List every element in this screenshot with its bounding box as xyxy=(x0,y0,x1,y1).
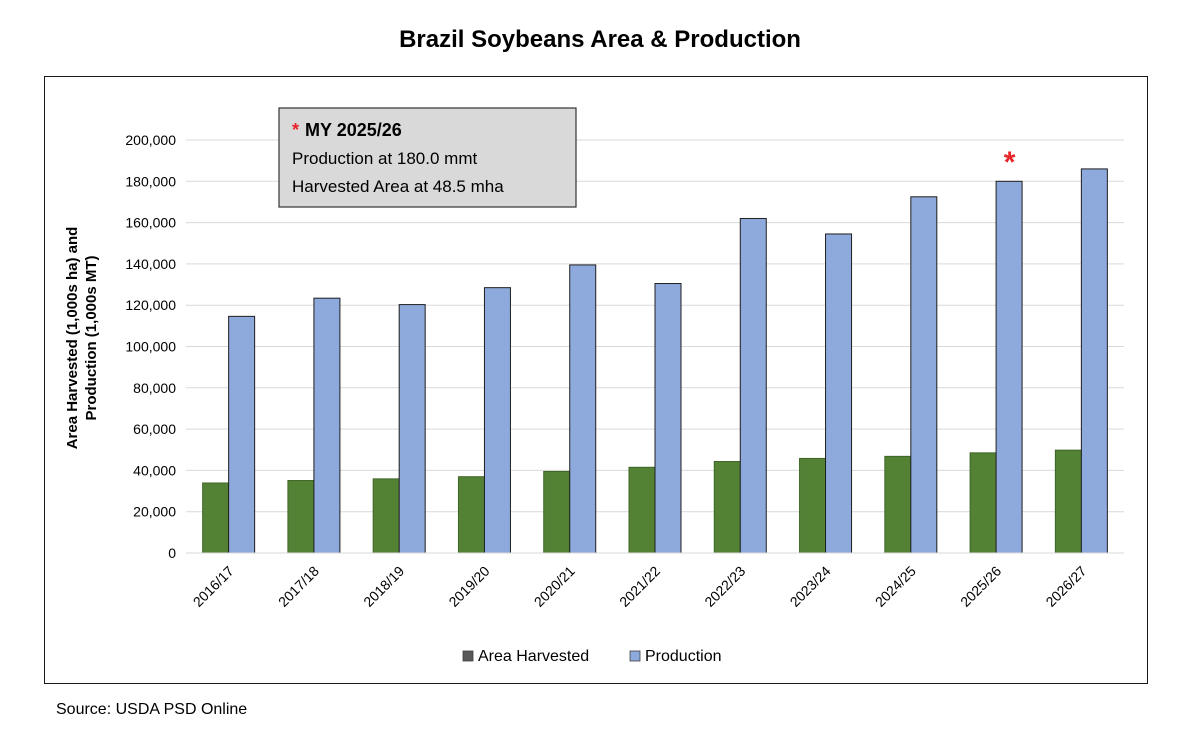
y-tick-label: 80,000 xyxy=(133,380,176,396)
bar-area-harvested xyxy=(884,455,912,554)
legend-label: Area Harvested xyxy=(478,648,589,665)
bar-area-harvested xyxy=(713,461,741,554)
y-tick-label: 120,000 xyxy=(125,297,176,313)
x-tick-labels: 2016/17 2017/18 2018/19 2019/20 2020/21 2021/… xyxy=(190,563,1090,610)
bar-production xyxy=(739,217,767,554)
legend-swatch xyxy=(629,650,641,662)
source-note: Source: USDA PSD Online xyxy=(56,701,248,718)
bar-area-harvested xyxy=(543,470,571,554)
y-tick-label: 20,000 xyxy=(133,504,176,520)
legend: Area Harvested Production xyxy=(462,648,722,665)
x-tick-label: 2021/22 xyxy=(616,563,663,610)
y-tick-label: 60,000 xyxy=(133,421,176,437)
y-tick-label: 100,000 xyxy=(125,339,176,355)
bar-area-harvested xyxy=(287,480,315,554)
annotation-asterisk: * xyxy=(292,120,299,140)
x-tick-label: 2018/19 xyxy=(360,563,407,610)
x-tick-label: 2017/18 xyxy=(275,563,322,610)
bar-production xyxy=(483,287,511,554)
chart-title: Brazil Soybeans Area & Production xyxy=(399,26,801,53)
bar-production xyxy=(228,315,256,554)
bar-area-harvested xyxy=(799,457,827,554)
annotation-line1: Production at 180.0 mmt xyxy=(292,149,477,168)
bar-production xyxy=(910,196,938,554)
bar-area-harvested xyxy=(969,452,997,554)
x-tick-label: 2026/27 xyxy=(1042,563,1089,610)
annotation-line2: Harvested Area at 48.5 mha xyxy=(292,177,504,196)
x-tick-label: 2025/26 xyxy=(957,563,1004,610)
x-tick-label: 2023/24 xyxy=(787,563,834,610)
bar-production xyxy=(313,297,341,554)
bar-production xyxy=(1080,168,1108,554)
x-tick-label: 2019/20 xyxy=(445,563,492,610)
annotation-heading: MY 2025/26 xyxy=(305,120,402,140)
bar-production xyxy=(995,180,1023,554)
x-tick-label: 2016/17 xyxy=(190,563,237,610)
legend-swatch xyxy=(462,650,474,662)
bar-area-harvested xyxy=(372,478,400,554)
y-tick-label: 40,000 xyxy=(133,462,176,478)
bar-area-harvested xyxy=(457,476,485,554)
highlight-asterisk: * xyxy=(1004,146,1016,179)
y-tick-label: 180,000 xyxy=(125,173,176,189)
y-tick-label: 160,000 xyxy=(125,215,176,231)
bar-production xyxy=(398,304,426,554)
x-tick-label: 2020/21 xyxy=(531,563,578,610)
bar-production xyxy=(569,264,597,554)
bar-area-harvested xyxy=(202,482,230,554)
svg-text:*MY 2025/26: * MY 2025/26 xyxy=(292,120,402,140)
annotation-box: * MY 2025/26 Production at 180.0 mmt Harv… xyxy=(278,107,577,208)
bar-production xyxy=(825,233,853,554)
bar-area-harvested xyxy=(1054,449,1082,554)
y-tick-label: 140,000 xyxy=(125,256,176,272)
legend-label: Production xyxy=(645,648,722,665)
y-tick-label: 0 xyxy=(168,545,176,561)
x-tick-label: 2022/23 xyxy=(701,563,748,610)
bars xyxy=(186,168,1124,554)
bar-area-harvested xyxy=(628,466,656,554)
bar-production xyxy=(654,283,682,554)
x-tick-label: 2024/25 xyxy=(872,563,919,610)
y-axis-label-line2: Production (1,000s MT) xyxy=(83,255,100,420)
y-tick-label: 200,000 xyxy=(125,132,176,148)
y-axis-label-line1: Area Harvested (1,000s ha) and xyxy=(64,227,81,450)
y-tick-labels: 0 20,000 40,000 60,000 80,000 100,000 120,000 1… xyxy=(125,132,176,561)
